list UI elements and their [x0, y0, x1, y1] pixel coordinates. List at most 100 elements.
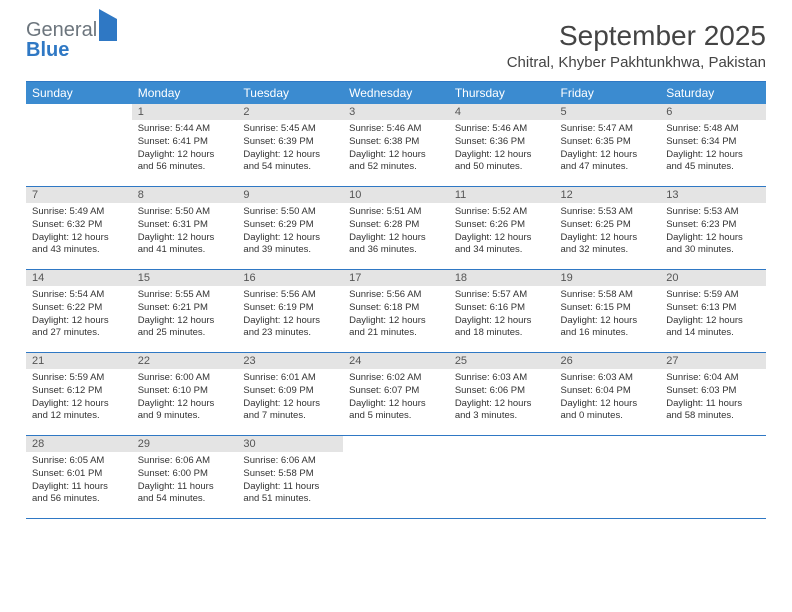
- day-details: Sunrise: 5:58 AMSunset: 6:15 PMDaylight:…: [555, 286, 661, 344]
- calendar-day-cell: 19Sunrise: 5:58 AMSunset: 6:15 PMDayligh…: [555, 270, 661, 353]
- day-number: 23: [237, 353, 343, 369]
- day-number: 1: [132, 104, 238, 120]
- calendar-day-cell: 30Sunrise: 6:06 AMSunset: 5:58 PMDayligh…: [237, 436, 343, 519]
- day-number: 24: [343, 353, 449, 369]
- day-number: 11: [449, 187, 555, 203]
- calendar-day-cell: 18Sunrise: 5:57 AMSunset: 6:16 PMDayligh…: [449, 270, 555, 353]
- calendar-day-cell: 21Sunrise: 5:59 AMSunset: 6:12 PMDayligh…: [26, 353, 132, 436]
- day-details: Sunrise: 5:44 AMSunset: 6:41 PMDaylight:…: [132, 120, 238, 178]
- calendar-week-row: 28Sunrise: 6:05 AMSunset: 6:01 PMDayligh…: [26, 436, 766, 519]
- calendar-week-row: 21Sunrise: 5:59 AMSunset: 6:12 PMDayligh…: [26, 353, 766, 436]
- weekday-header: Tuesday: [237, 82, 343, 105]
- day-number: 21: [26, 353, 132, 369]
- calendar-day-cell: 1Sunrise: 5:44 AMSunset: 6:41 PMDaylight…: [132, 104, 238, 187]
- calendar-day-cell: 8Sunrise: 5:50 AMSunset: 6:31 PMDaylight…: [132, 187, 238, 270]
- day-number: 5: [555, 104, 661, 120]
- day-number: 18: [449, 270, 555, 286]
- day-details: Sunrise: 6:03 AMSunset: 6:06 PMDaylight:…: [449, 369, 555, 427]
- calendar-day-cell: [449, 436, 555, 519]
- logo-text-blue: Blue: [26, 39, 69, 61]
- calendar-day-cell: [343, 436, 449, 519]
- calendar-day-cell: 26Sunrise: 6:03 AMSunset: 6:04 PMDayligh…: [555, 353, 661, 436]
- title-block: September 2025 Chitral, Khyber Pakhtunkh…: [507, 20, 766, 71]
- calendar-week-row: 1Sunrise: 5:44 AMSunset: 6:41 PMDaylight…: [26, 104, 766, 187]
- calendar-day-cell: [555, 436, 661, 519]
- day-number: 14: [26, 270, 132, 286]
- calendar-day-cell: 4Sunrise: 5:46 AMSunset: 6:36 PMDaylight…: [449, 104, 555, 187]
- calendar-week-row: 14Sunrise: 5:54 AMSunset: 6:22 PMDayligh…: [26, 270, 766, 353]
- calendar-day-cell: 9Sunrise: 5:50 AMSunset: 6:29 PMDaylight…: [237, 187, 343, 270]
- day-details: Sunrise: 5:59 AMSunset: 6:12 PMDaylight:…: [26, 369, 132, 427]
- calendar-day-cell: 13Sunrise: 5:53 AMSunset: 6:23 PMDayligh…: [660, 187, 766, 270]
- calendar-day-cell: 6Sunrise: 5:48 AMSunset: 6:34 PMDaylight…: [660, 104, 766, 187]
- calendar-day-cell: 16Sunrise: 5:56 AMSunset: 6:19 PMDayligh…: [237, 270, 343, 353]
- day-number: 12: [555, 187, 661, 203]
- calendar-day-cell: [660, 436, 766, 519]
- day-details: Sunrise: 5:54 AMSunset: 6:22 PMDaylight:…: [26, 286, 132, 344]
- weekday-header: Wednesday: [343, 82, 449, 105]
- day-details: Sunrise: 6:06 AMSunset: 6:00 PMDaylight:…: [132, 452, 238, 510]
- day-details: Sunrise: 5:56 AMSunset: 6:18 PMDaylight:…: [343, 286, 449, 344]
- day-details: Sunrise: 5:50 AMSunset: 6:31 PMDaylight:…: [132, 203, 238, 261]
- month-title: September 2025: [507, 20, 766, 52]
- day-details: Sunrise: 6:04 AMSunset: 6:03 PMDaylight:…: [660, 369, 766, 427]
- day-details: Sunrise: 6:05 AMSunset: 6:01 PMDaylight:…: [26, 452, 132, 510]
- logo: General Blue: [26, 20, 117, 60]
- calendar-day-cell: 14Sunrise: 5:54 AMSunset: 6:22 PMDayligh…: [26, 270, 132, 353]
- day-details: Sunrise: 5:59 AMSunset: 6:13 PMDaylight:…: [660, 286, 766, 344]
- calendar-table: SundayMondayTuesdayWednesdayThursdayFrid…: [26, 81, 766, 519]
- calendar-header-row: SundayMondayTuesdayWednesdayThursdayFrid…: [26, 82, 766, 105]
- day-number: 2: [237, 104, 343, 120]
- day-number: 17: [343, 270, 449, 286]
- calendar-day-cell: 24Sunrise: 6:02 AMSunset: 6:07 PMDayligh…: [343, 353, 449, 436]
- day-details: Sunrise: 5:56 AMSunset: 6:19 PMDaylight:…: [237, 286, 343, 344]
- day-number: 9: [237, 187, 343, 203]
- location: Chitral, Khyber Pakhtunkhwa, Pakistan: [507, 54, 766, 71]
- day-number: 30: [237, 436, 343, 452]
- day-number: 8: [132, 187, 238, 203]
- day-details: Sunrise: 5:52 AMSunset: 6:26 PMDaylight:…: [449, 203, 555, 261]
- day-number: 4: [449, 104, 555, 120]
- day-details: Sunrise: 6:01 AMSunset: 6:09 PMDaylight:…: [237, 369, 343, 427]
- logo-text-general: General: [26, 19, 97, 41]
- header: General Blue September 2025 Chitral, Khy…: [26, 20, 766, 71]
- logo-text: General Blue: [26, 20, 117, 60]
- day-number: 28: [26, 436, 132, 452]
- weekday-header: Saturday: [660, 82, 766, 105]
- day-number: 26: [555, 353, 661, 369]
- calendar-day-cell: 2Sunrise: 5:45 AMSunset: 6:39 PMDaylight…: [237, 104, 343, 187]
- day-number: 29: [132, 436, 238, 452]
- calendar-day-cell: [26, 104, 132, 187]
- calendar-day-cell: 3Sunrise: 5:46 AMSunset: 6:38 PMDaylight…: [343, 104, 449, 187]
- day-number: 7: [26, 187, 132, 203]
- logo-triangle-icon: [99, 9, 117, 41]
- calendar-day-cell: 17Sunrise: 5:56 AMSunset: 6:18 PMDayligh…: [343, 270, 449, 353]
- calendar-day-cell: 29Sunrise: 6:06 AMSunset: 6:00 PMDayligh…: [132, 436, 238, 519]
- day-details: Sunrise: 5:45 AMSunset: 6:39 PMDaylight:…: [237, 120, 343, 178]
- calendar-day-cell: 22Sunrise: 6:00 AMSunset: 6:10 PMDayligh…: [132, 353, 238, 436]
- day-number: 20: [660, 270, 766, 286]
- day-details: Sunrise: 5:46 AMSunset: 6:38 PMDaylight:…: [343, 120, 449, 178]
- calendar-day-cell: 5Sunrise: 5:47 AMSunset: 6:35 PMDaylight…: [555, 104, 661, 187]
- calendar-day-cell: 20Sunrise: 5:59 AMSunset: 6:13 PMDayligh…: [660, 270, 766, 353]
- day-details: Sunrise: 6:02 AMSunset: 6:07 PMDaylight:…: [343, 369, 449, 427]
- day-details: Sunrise: 5:53 AMSunset: 6:23 PMDaylight:…: [660, 203, 766, 261]
- day-details: Sunrise: 6:03 AMSunset: 6:04 PMDaylight:…: [555, 369, 661, 427]
- day-details: Sunrise: 5:55 AMSunset: 6:21 PMDaylight:…: [132, 286, 238, 344]
- day-number: 16: [237, 270, 343, 286]
- day-number: 25: [449, 353, 555, 369]
- day-details: Sunrise: 6:06 AMSunset: 5:58 PMDaylight:…: [237, 452, 343, 510]
- day-details: Sunrise: 5:51 AMSunset: 6:28 PMDaylight:…: [343, 203, 449, 261]
- weekday-header: Sunday: [26, 82, 132, 105]
- calendar-body: 1Sunrise: 5:44 AMSunset: 6:41 PMDaylight…: [26, 104, 766, 519]
- day-number: 13: [660, 187, 766, 203]
- day-details: Sunrise: 5:53 AMSunset: 6:25 PMDaylight:…: [555, 203, 661, 261]
- calendar-day-cell: 23Sunrise: 6:01 AMSunset: 6:09 PMDayligh…: [237, 353, 343, 436]
- day-number: 3: [343, 104, 449, 120]
- calendar-day-cell: 11Sunrise: 5:52 AMSunset: 6:26 PMDayligh…: [449, 187, 555, 270]
- day-details: Sunrise: 5:46 AMSunset: 6:36 PMDaylight:…: [449, 120, 555, 178]
- weekday-header: Monday: [132, 82, 238, 105]
- calendar-day-cell: 25Sunrise: 6:03 AMSunset: 6:06 PMDayligh…: [449, 353, 555, 436]
- calendar-day-cell: 28Sunrise: 6:05 AMSunset: 6:01 PMDayligh…: [26, 436, 132, 519]
- day-details: Sunrise: 5:49 AMSunset: 6:32 PMDaylight:…: [26, 203, 132, 261]
